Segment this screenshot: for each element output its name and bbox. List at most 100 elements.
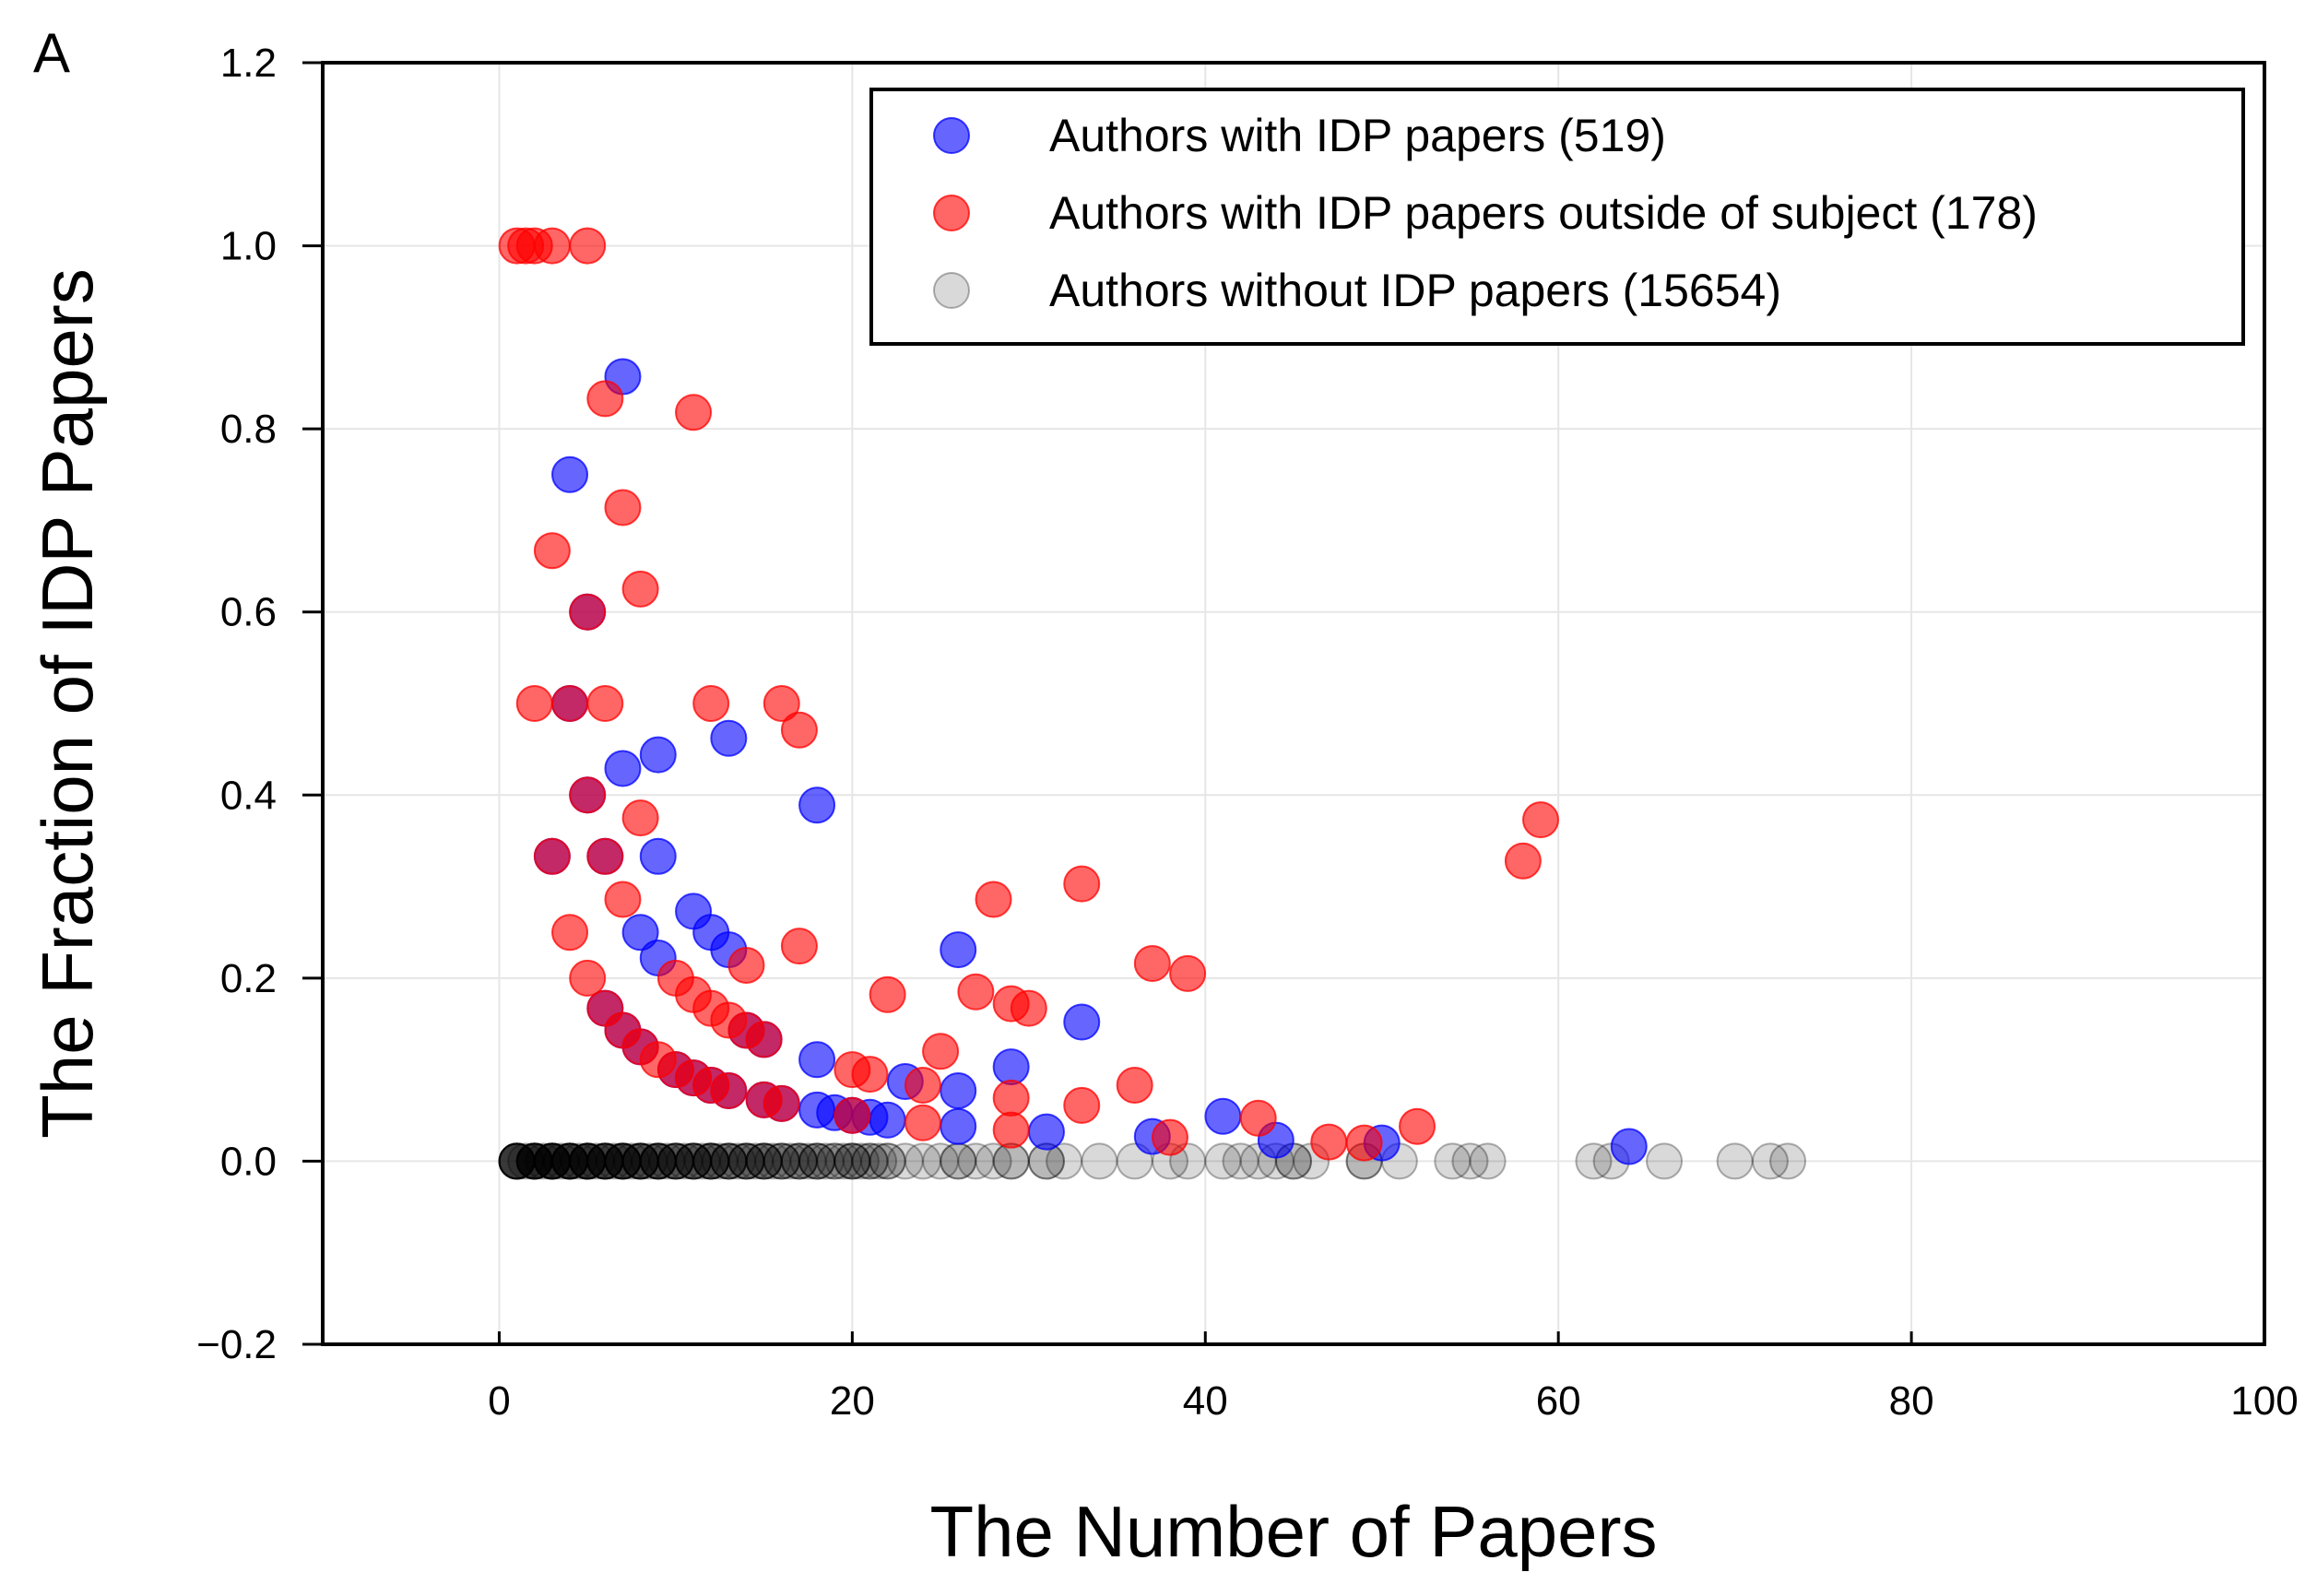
- data-point-series-1: [675, 394, 713, 432]
- data-point-series-0: [940, 1107, 977, 1145]
- data-point-series-2: [515, 1142, 553, 1180]
- data-point-series-2: [745, 1142, 783, 1180]
- data-point-series-2: [824, 1142, 862, 1180]
- data-point-series-0: [940, 1071, 977, 1109]
- data-point-series-2: [745, 1142, 783, 1180]
- data-point-series-1: [1345, 1124, 1383, 1162]
- data-point-series-2: [1716, 1142, 1754, 1180]
- data-point-series-2: [604, 1142, 642, 1180]
- data-point-series-2: [1646, 1142, 1684, 1180]
- data-point-series-2: [639, 1142, 677, 1180]
- data-point-series-2: [675, 1142, 713, 1180]
- data-point-series-2: [515, 1142, 553, 1180]
- data-point-series-0: [551, 455, 589, 493]
- data-point-series-2: [498, 1142, 536, 1180]
- data-point-series-2: [833, 1142, 871, 1180]
- data-point-series-1: [586, 989, 624, 1027]
- data-point-series-2: [780, 1142, 818, 1180]
- data-point-series-2: [586, 1142, 624, 1180]
- data-point-series-1: [1133, 944, 1171, 982]
- x-tick-label: 20: [830, 1378, 875, 1424]
- data-point-series-2: [498, 1142, 536, 1180]
- data-point-series-2: [515, 1142, 553, 1180]
- data-point-series-2: [577, 1142, 615, 1180]
- data-point-series-1: [1399, 1107, 1436, 1145]
- data-point-series-2: [860, 1142, 898, 1180]
- legend-label: Authors with IDP papers (519): [1049, 110, 1666, 161]
- y-tick-label: 0.0: [220, 1139, 277, 1184]
- data-point-series-1: [922, 1033, 960, 1070]
- data-point-series-1: [569, 227, 607, 265]
- data-point-series-1: [515, 685, 553, 722]
- data-point-series-2: [940, 1142, 977, 1180]
- legend-label: Authors without IDP papers (15654): [1049, 265, 1781, 316]
- data-point-series-1: [621, 570, 659, 608]
- data-point-series-1: [586, 837, 624, 875]
- data-point-series-0: [1027, 1113, 1065, 1151]
- data-point-series-2: [569, 1142, 607, 1180]
- data-point-series-2: [533, 1142, 571, 1180]
- data-point-series-0: [992, 1048, 1030, 1086]
- data-point-series-2: [498, 1142, 536, 1180]
- data-point-series-2: [1469, 1142, 1507, 1180]
- data-point-series-0: [1063, 1003, 1101, 1041]
- data-point-series-2: [656, 1142, 694, 1180]
- data-point-series-1: [780, 928, 818, 965]
- data-point-series-2: [675, 1142, 713, 1180]
- data-point-series-1: [586, 685, 624, 722]
- data-point-series-2: [992, 1142, 1030, 1180]
- data-point-series-2: [533, 1142, 571, 1180]
- data-point-series-0: [710, 719, 748, 757]
- data-point-series-2: [692, 1142, 730, 1180]
- data-point-series-2: [1751, 1142, 1789, 1180]
- data-point-series-2: [569, 1142, 607, 1180]
- data-point-series-2: [586, 1142, 624, 1180]
- data-point-series-2: [639, 1142, 677, 1180]
- data-point-series-2: [683, 1142, 721, 1180]
- data-point-series-2: [515, 1142, 553, 1180]
- legend-label: Authors with IDP papers outside of subje…: [1049, 187, 2038, 239]
- data-point-series-2: [551, 1142, 589, 1180]
- data-point-series-1: [904, 1104, 941, 1141]
- data-point-series-2: [798, 1142, 836, 1180]
- data-point-series-1: [992, 1111, 1030, 1149]
- data-point-series-2: [498, 1142, 536, 1180]
- data-point-series-2: [780, 1142, 818, 1180]
- data-point-series-2: [621, 1142, 659, 1180]
- x-tick-label: 0: [488, 1378, 510, 1424]
- x-axis-title: The Number of Papers: [929, 1491, 1657, 1572]
- data-point-series-1: [569, 593, 607, 631]
- data-point-series-2: [551, 1142, 589, 1180]
- data-point-series-2: [701, 1142, 739, 1180]
- data-point-series-2: [772, 1142, 810, 1180]
- data-point-series-2: [533, 1142, 571, 1180]
- data-point-series-1: [569, 959, 607, 997]
- data-point-series-1: [621, 1028, 659, 1066]
- data-point-series-2: [675, 1142, 713, 1180]
- data-point-series-2: [631, 1142, 668, 1180]
- data-point-series-2: [498, 1142, 536, 1180]
- data-point-series-1: [569, 776, 607, 814]
- data-point-series-2: [551, 1142, 589, 1180]
- data-point-series-1: [1169, 954, 1207, 992]
- data-point-series-2: [762, 1142, 800, 1180]
- data-point-series-0: [1610, 1128, 1648, 1165]
- data-point-series-1: [621, 799, 659, 837]
- data-point-series-2: [586, 1142, 624, 1180]
- data-point-series-1: [1239, 1099, 1277, 1137]
- data-point-series-2: [551, 1142, 589, 1180]
- data-point-series-2: [798, 1142, 836, 1180]
- data-point-series-1: [551, 914, 589, 952]
- data-point-series-2: [621, 1142, 659, 1180]
- data-point-series-2: [586, 1142, 624, 1180]
- data-point-series-2: [710, 1142, 748, 1180]
- data-point-series-2: [1451, 1142, 1489, 1180]
- x-tick-label: 100: [2230, 1378, 2298, 1424]
- data-point-series-1: [851, 1056, 889, 1094]
- data-point-series-2: [515, 1142, 553, 1180]
- data-point-series-2: [675, 1142, 713, 1180]
- panel-label: A: [33, 22, 70, 84]
- data-points: [498, 227, 1807, 1180]
- data-point-series-2: [675, 1142, 713, 1180]
- data-point-series-2: [656, 1142, 694, 1180]
